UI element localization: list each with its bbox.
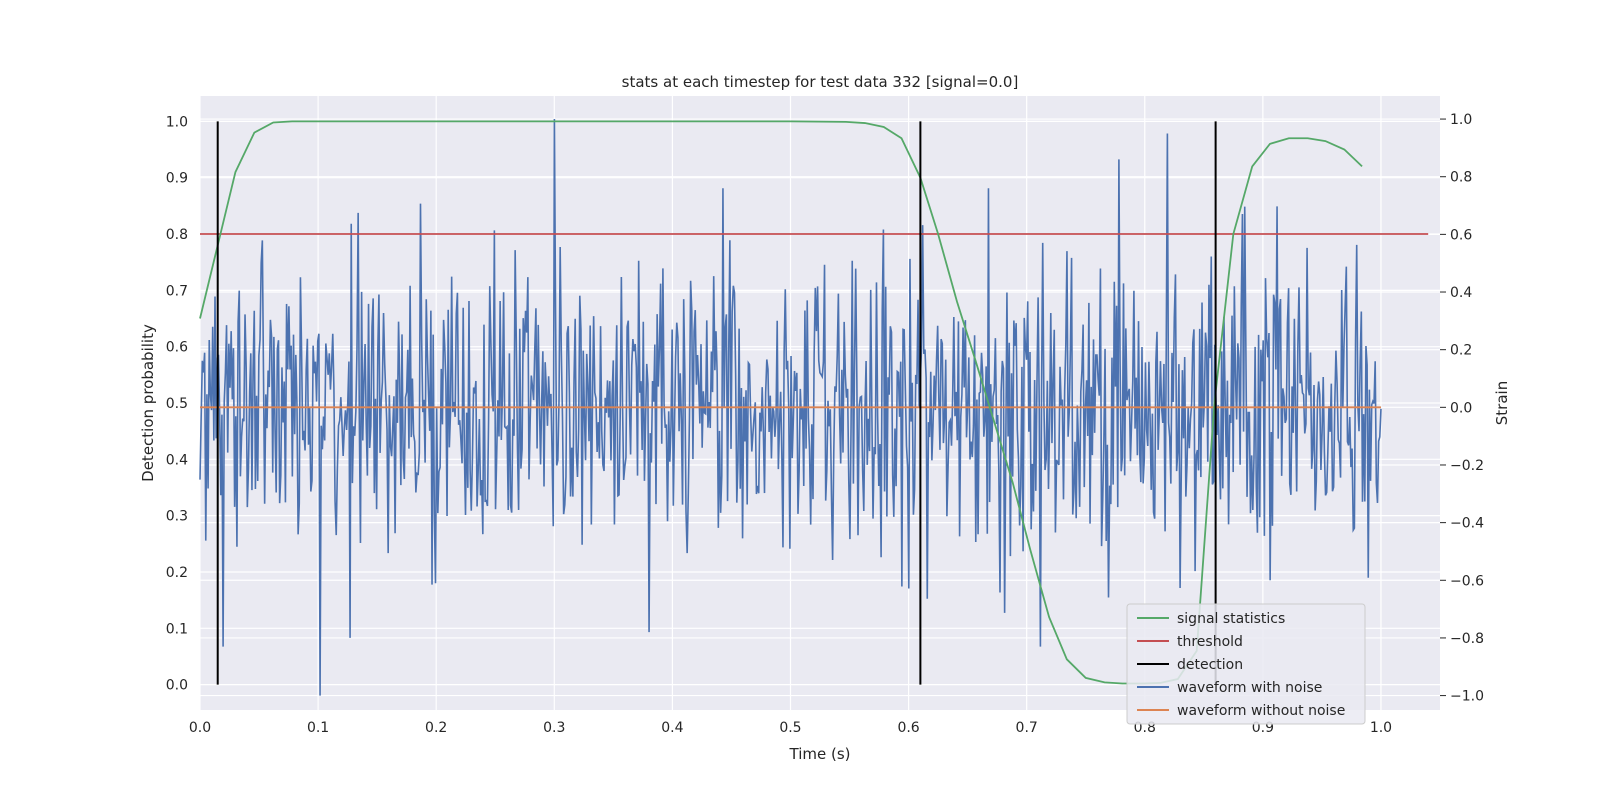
series-layer	[199, 119, 1429, 696]
legend-label: signal statistics	[1177, 611, 1285, 627]
legend-label: detection	[1177, 657, 1243, 673]
y-left-tick-label: 1.0	[166, 114, 188, 130]
y-right-tick-label: −0.4	[1450, 516, 1484, 532]
y-left-tick-label: 0.3	[166, 509, 188, 525]
y-left-tick-label: 0.6	[166, 340, 188, 356]
x-tick-label: 0.3	[543, 720, 565, 736]
x-tick-label: 0.5	[779, 720, 801, 736]
x-axis-title: Time (s)	[789, 745, 851, 763]
y-left-tick-label: 0.8	[166, 227, 188, 243]
y-right-tick-label: −0.6	[1450, 573, 1484, 589]
y-left-tick-label: 0.4	[166, 452, 188, 468]
y-right-tick-label: 0.4	[1450, 285, 1472, 301]
y-right-tick-label: −0.2	[1450, 458, 1484, 474]
y-axis-left-title: Detection probability	[139, 324, 157, 482]
y-right-tick-label: 0.2	[1450, 343, 1472, 359]
y-right-tick-label: 0.6	[1450, 227, 1472, 243]
x-tick-label: 0.0	[189, 720, 211, 736]
legend-label: waveform with noise	[1177, 680, 1322, 696]
x-tick-label: 0.6	[897, 720, 919, 736]
legend: signal statistics threshold detection wavef…	[1126, 603, 1366, 725]
y-axis-right-title: Strain	[1493, 381, 1511, 425]
y-right-tick-label: 0.8	[1450, 170, 1472, 186]
y-left-tick-label: 0.1	[166, 621, 188, 637]
legend-label: waveform without noise	[1177, 703, 1345, 719]
y-right-tick-label: −0.8	[1450, 631, 1484, 647]
y-right-tick-label: −1.0	[1450, 689, 1484, 705]
y-left-tick-label: 0.0	[166, 678, 188, 694]
signal-statistics-line	[199, 120, 1363, 685]
y-left-tick-label: 0.2	[166, 565, 188, 581]
x-tick-label: 0.7	[1016, 720, 1038, 736]
y-right-tick-label: 0.0	[1450, 400, 1472, 416]
x-tick-label: 1.0	[1370, 720, 1392, 736]
y-left-tick-label: 0.5	[166, 396, 188, 412]
x-tick-label: 0.2	[425, 720, 447, 736]
legend-box	[1126, 603, 1366, 725]
y-left-tick-label: 0.9	[166, 171, 188, 187]
y-left-tick-label: 0.7	[166, 283, 188, 299]
x-tick-label: 0.1	[307, 720, 329, 736]
chart-title: stats at each timestep for test data 332…	[622, 73, 1019, 91]
legend-label: threshold	[1177, 634, 1243, 650]
y-right-tick-label: 1.0	[1450, 112, 1472, 128]
x-tick-label: 0.4	[661, 720, 683, 736]
waveform-with-noise-line	[199, 119, 1382, 696]
